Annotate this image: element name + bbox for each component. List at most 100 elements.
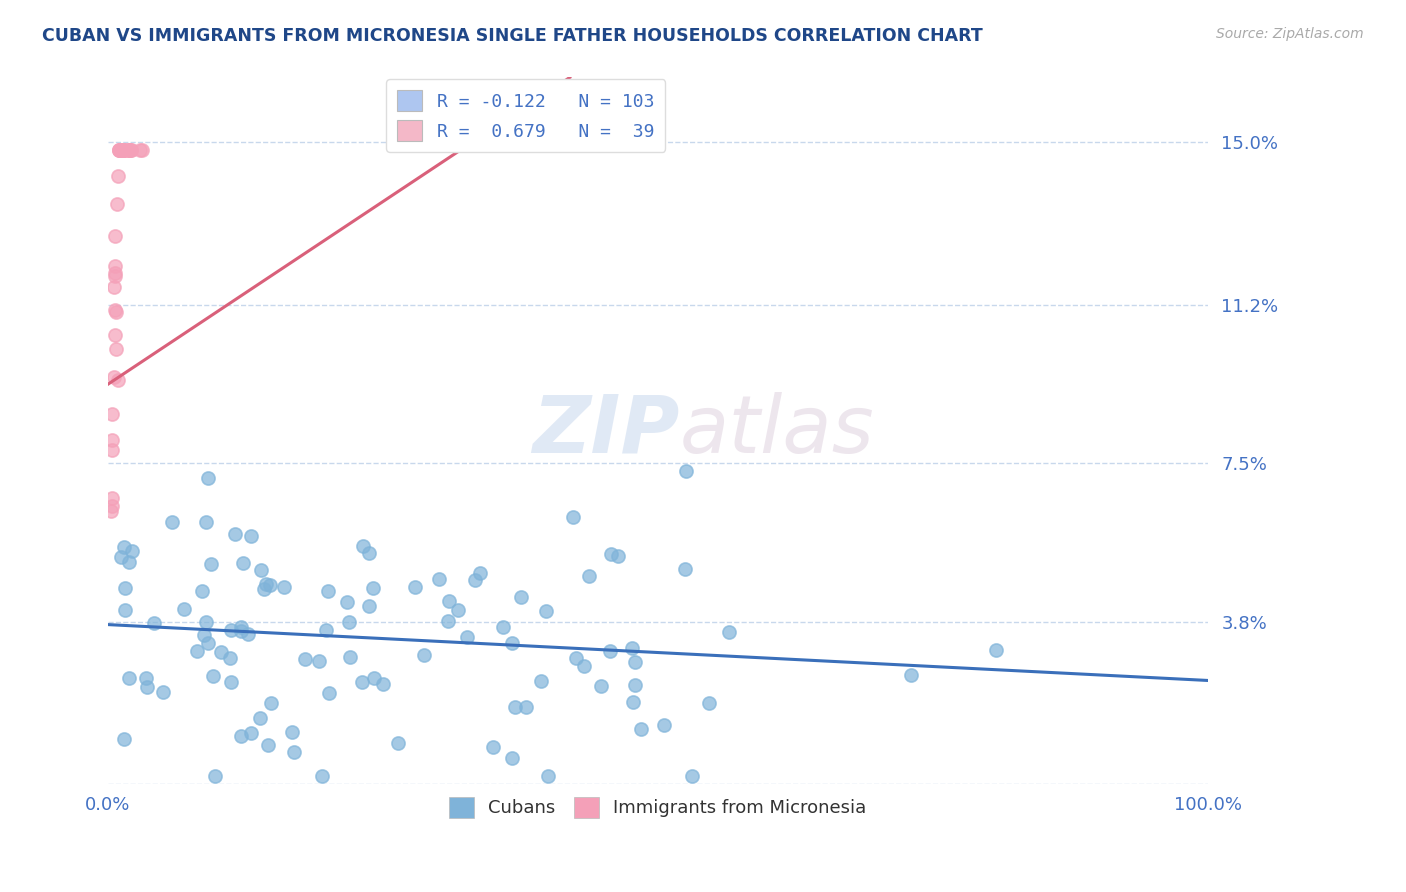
Point	[404, 580, 426, 594]
Point	[204, 769, 226, 783]
Point	[281, 724, 304, 739]
Point	[239, 726, 262, 740]
Point	[229, 620, 252, 634]
Point	[112, 540, 135, 554]
Point	[111, 143, 134, 157]
Point	[104, 342, 127, 356]
Point	[254, 577, 277, 591]
Point	[253, 582, 276, 596]
Point	[186, 644, 208, 658]
Point	[984, 643, 1007, 657]
Point	[578, 569, 600, 583]
Point	[589, 680, 612, 694]
Point	[361, 581, 384, 595]
Point	[574, 658, 596, 673]
Point	[318, 685, 340, 699]
Point	[427, 572, 450, 586]
Point	[104, 305, 127, 319]
Point	[197, 636, 219, 650]
Point	[624, 678, 647, 692]
Point	[219, 623, 242, 637]
Point	[232, 556, 254, 570]
Point	[103, 266, 125, 280]
Point	[257, 738, 280, 752]
Point	[108, 143, 131, 157]
Point	[104, 259, 127, 273]
Point	[606, 549, 628, 563]
Point	[209, 645, 232, 659]
Point	[104, 328, 127, 343]
Point	[599, 644, 621, 658]
Point	[260, 696, 283, 710]
Point	[152, 684, 174, 698]
Point	[135, 681, 157, 695]
Point	[681, 769, 703, 783]
Point	[363, 671, 385, 685]
Point	[107, 169, 129, 183]
Point	[108, 143, 131, 157]
Point	[111, 143, 134, 157]
Point	[197, 471, 219, 485]
Point	[436, 615, 458, 629]
Point	[447, 603, 470, 617]
Point	[194, 515, 217, 529]
Point	[120, 143, 142, 157]
Point	[259, 578, 281, 592]
Point	[283, 745, 305, 759]
Point	[717, 624, 740, 639]
Point	[114, 143, 136, 157]
Point	[339, 650, 361, 665]
Point	[118, 143, 141, 157]
Point	[231, 729, 253, 743]
Point	[110, 143, 132, 157]
Point	[501, 635, 523, 649]
Point	[200, 557, 222, 571]
Point	[121, 544, 143, 558]
Point	[135, 671, 157, 685]
Point	[412, 648, 434, 663]
Point	[118, 143, 141, 157]
Point	[173, 602, 195, 616]
Point	[112, 143, 135, 157]
Point	[219, 675, 242, 690]
Point	[537, 769, 560, 783]
Point	[236, 627, 259, 641]
Point	[107, 143, 129, 157]
Point	[621, 695, 644, 709]
Point	[100, 407, 122, 421]
Point	[673, 562, 696, 576]
Point	[104, 228, 127, 243]
Point	[120, 143, 142, 157]
Point	[491, 619, 513, 633]
Point	[456, 630, 478, 644]
Point	[250, 564, 273, 578]
Point	[294, 651, 316, 665]
Point	[357, 546, 380, 560]
Text: ZIP: ZIP	[533, 392, 679, 470]
Point	[101, 491, 124, 505]
Point	[900, 668, 922, 682]
Point	[273, 580, 295, 594]
Point	[239, 529, 262, 543]
Point	[193, 628, 215, 642]
Point	[160, 516, 183, 530]
Point	[624, 655, 647, 669]
Point	[373, 677, 395, 691]
Point	[501, 751, 523, 765]
Point	[675, 464, 697, 478]
Point	[229, 624, 252, 639]
Point	[562, 510, 585, 524]
Point	[131, 143, 153, 157]
Point	[110, 549, 132, 564]
Text: CUBAN VS IMMIGRANTS FROM MICRONESIA SINGLE FATHER HOUSEHOLDS CORRELATION CHART: CUBAN VS IMMIGRANTS FROM MICRONESIA SING…	[42, 27, 983, 45]
Text: Source: ZipAtlas.com: Source: ZipAtlas.com	[1216, 27, 1364, 41]
Point	[530, 674, 553, 689]
Point	[107, 373, 129, 387]
Point	[114, 603, 136, 617]
Point	[599, 547, 621, 561]
Text: atlas: atlas	[679, 392, 875, 470]
Point	[103, 370, 125, 384]
Point	[100, 503, 122, 517]
Point	[104, 268, 127, 283]
Point	[308, 654, 330, 668]
